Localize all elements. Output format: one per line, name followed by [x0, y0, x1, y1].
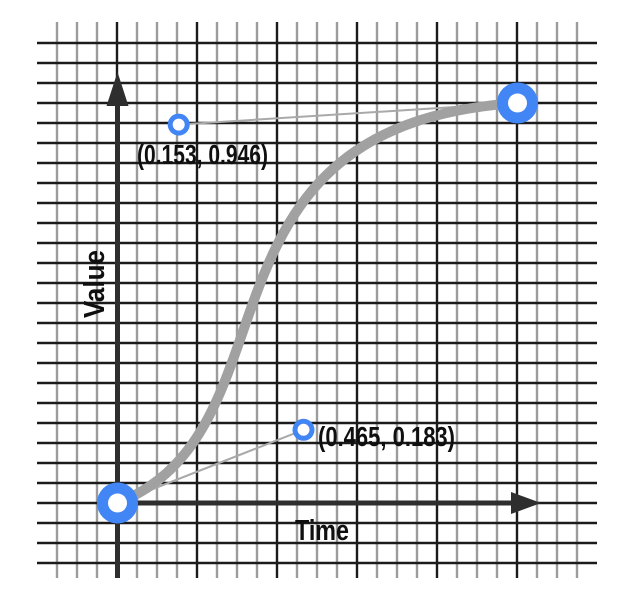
control-of-start-coordinates-label: (0.465, 0.183)	[318, 421, 455, 452]
y-axis-arrowhead-icon	[106, 72, 129, 106]
control-of-start-point-handle[interactable]	[292, 418, 315, 441]
x-axis-arrowhead-icon	[511, 492, 541, 514]
control-of-end-point-handle[interactable]	[167, 113, 190, 136]
control-of-end-coordinates-label: (0.153, 0.946)	[137, 139, 268, 170]
y-axis-label: Value	[79, 250, 111, 318]
end-point-handle[interactable]	[497, 82, 538, 124]
easing-curve-path	[112, 98, 523, 508]
easing-curve	[112, 98, 523, 508]
start-point-handle[interactable]	[97, 482, 138, 524]
grid-vertical-lines	[55, 22, 579, 578]
curve-points	[97, 82, 538, 524]
x-axis-label: Time	[295, 515, 349, 547]
